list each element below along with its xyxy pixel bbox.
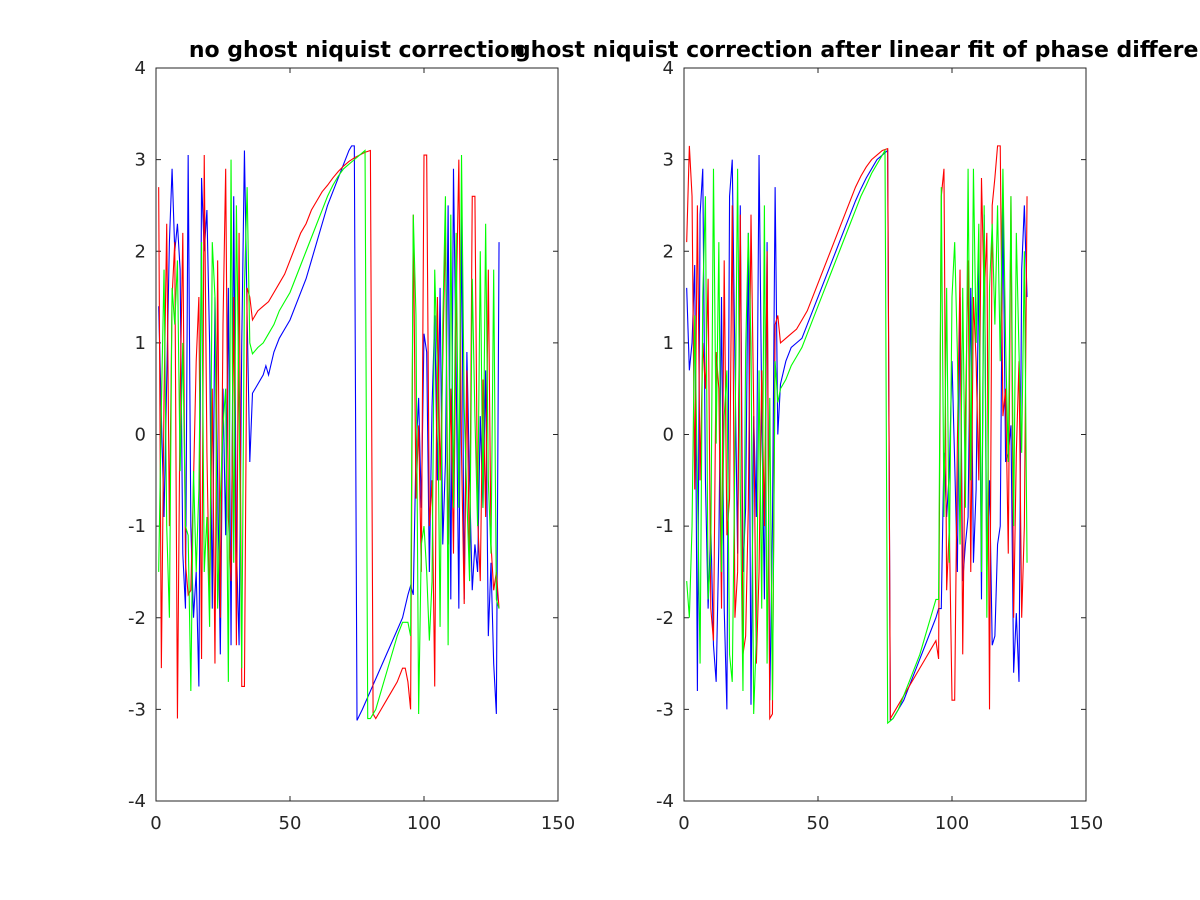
- y-tick-label: 2: [135, 241, 146, 262]
- y-tick-label: -4: [128, 791, 146, 812]
- y-tick-label: 0: [663, 425, 674, 446]
- x-tick-label: 0: [678, 813, 689, 834]
- x-tick-label: 100: [407, 813, 441, 834]
- y-tick-label: 3: [135, 150, 146, 171]
- y-tick-label: 1: [663, 333, 674, 354]
- y-tick-label: -4: [656, 791, 674, 812]
- y-tick-label: 2: [663, 241, 674, 262]
- x-tick-label: 0: [150, 813, 161, 834]
- left-plot-title: no ghost niquist correction: [189, 38, 525, 63]
- y-tick-label: 4: [663, 58, 674, 79]
- x-tick-label: 150: [1069, 813, 1103, 834]
- x-tick-label: 50: [279, 813, 302, 834]
- y-tick-label: 3: [663, 150, 674, 171]
- series-line-1: [686, 145, 1028, 721]
- y-tick-label: -2: [128, 608, 146, 629]
- y-tick-label: -2: [656, 608, 674, 629]
- right-plot-title: ghost niquist correction after linear fi…: [515, 38, 1200, 63]
- y-tick-label: -1: [656, 516, 674, 537]
- x-tick-label: 150: [541, 813, 575, 834]
- right-plot-panel: 0 50 100 150 -4 -3 -2 -1 0 1 2 3 4: [656, 58, 1103, 834]
- series-line-2: [158, 149, 500, 720]
- left-plot-panel: 0 50 100 150 -4 -3 -2 -1 0 1 2 3 4: [128, 58, 575, 834]
- y-tick-label: -3: [656, 699, 674, 720]
- y-tick-label: 0: [135, 425, 146, 446]
- y-tick-label: 4: [135, 58, 146, 79]
- series-line-2: [686, 148, 1028, 725]
- y-tick-label: 1: [135, 333, 146, 354]
- y-tick-label: -1: [128, 516, 146, 537]
- y-tick-label: -3: [128, 699, 146, 720]
- x-tick-label: 50: [807, 813, 830, 834]
- x-tick-label: 100: [935, 813, 969, 834]
